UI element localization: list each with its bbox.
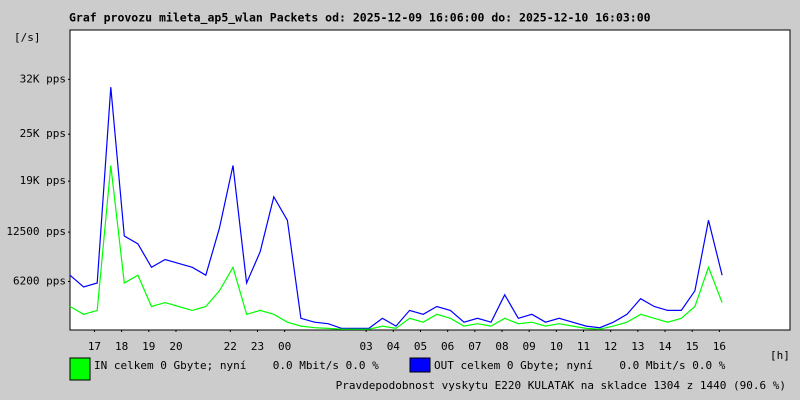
x-tick-label: 23 — [251, 340, 264, 353]
footer: Pravdepodobnost vyskytu E220 KULATAK na … — [336, 379, 786, 392]
x-tick-label: 18 — [115, 340, 128, 353]
data-line — [69, 165, 723, 330]
x-unit: [h] — [770, 349, 790, 362]
y-tick-label: 25K pps — [20, 127, 66, 140]
chart-title: Graf provozu mileta_ap5_wlan Packets od:… — [69, 11, 651, 26]
x-tick-label: 19 — [142, 340, 155, 353]
x-tick-label: 07 — [468, 340, 481, 353]
x-tick-label: 16 — [713, 340, 726, 353]
x-tick-label: 10 — [550, 340, 563, 353]
x-tick-label: 13 — [631, 340, 644, 353]
y-tick-label: 19K pps — [20, 174, 66, 187]
x-tick-label: 05 — [414, 340, 427, 353]
y-tick-label: 32K pps — [20, 72, 66, 85]
x-tick-label: 06 — [441, 340, 454, 353]
y-tick-label: 6200 pps — [13, 274, 66, 287]
x-tick-label: 08 — [495, 340, 508, 353]
x-tick-label: 03 — [360, 340, 373, 353]
x-tick-label: 04 — [387, 340, 401, 353]
x-tick-label: 17 — [88, 340, 101, 353]
x-tick-label: 00 — [278, 340, 291, 353]
x-tick-label: 22 — [224, 340, 237, 353]
data-line — [69, 87, 723, 329]
x-tick-label: 12 — [604, 340, 617, 353]
x-tick-label: 14 — [658, 340, 672, 353]
x-tick-label: 15 — [686, 340, 699, 353]
x-tick-label: 09 — [523, 340, 536, 353]
legend-swatch — [69, 357, 91, 381]
y-tick-label: 12500 pps — [6, 225, 66, 238]
x-tick-label: 11 — [577, 340, 590, 353]
legend-swatch — [409, 357, 431, 373]
y-unit: [/s] — [14, 31, 41, 44]
plot-area — [69, 29, 791, 331]
legend-label: IN celkem 0 Gbyte; nyní 0.0 Mbit/s 0.0 % — [94, 359, 379, 372]
legend-label: OUT celkem 0 Gbyte; nyní 0.0 Mbit/s 0.0 … — [434, 359, 726, 372]
x-tick-label: 20 — [169, 340, 182, 353]
